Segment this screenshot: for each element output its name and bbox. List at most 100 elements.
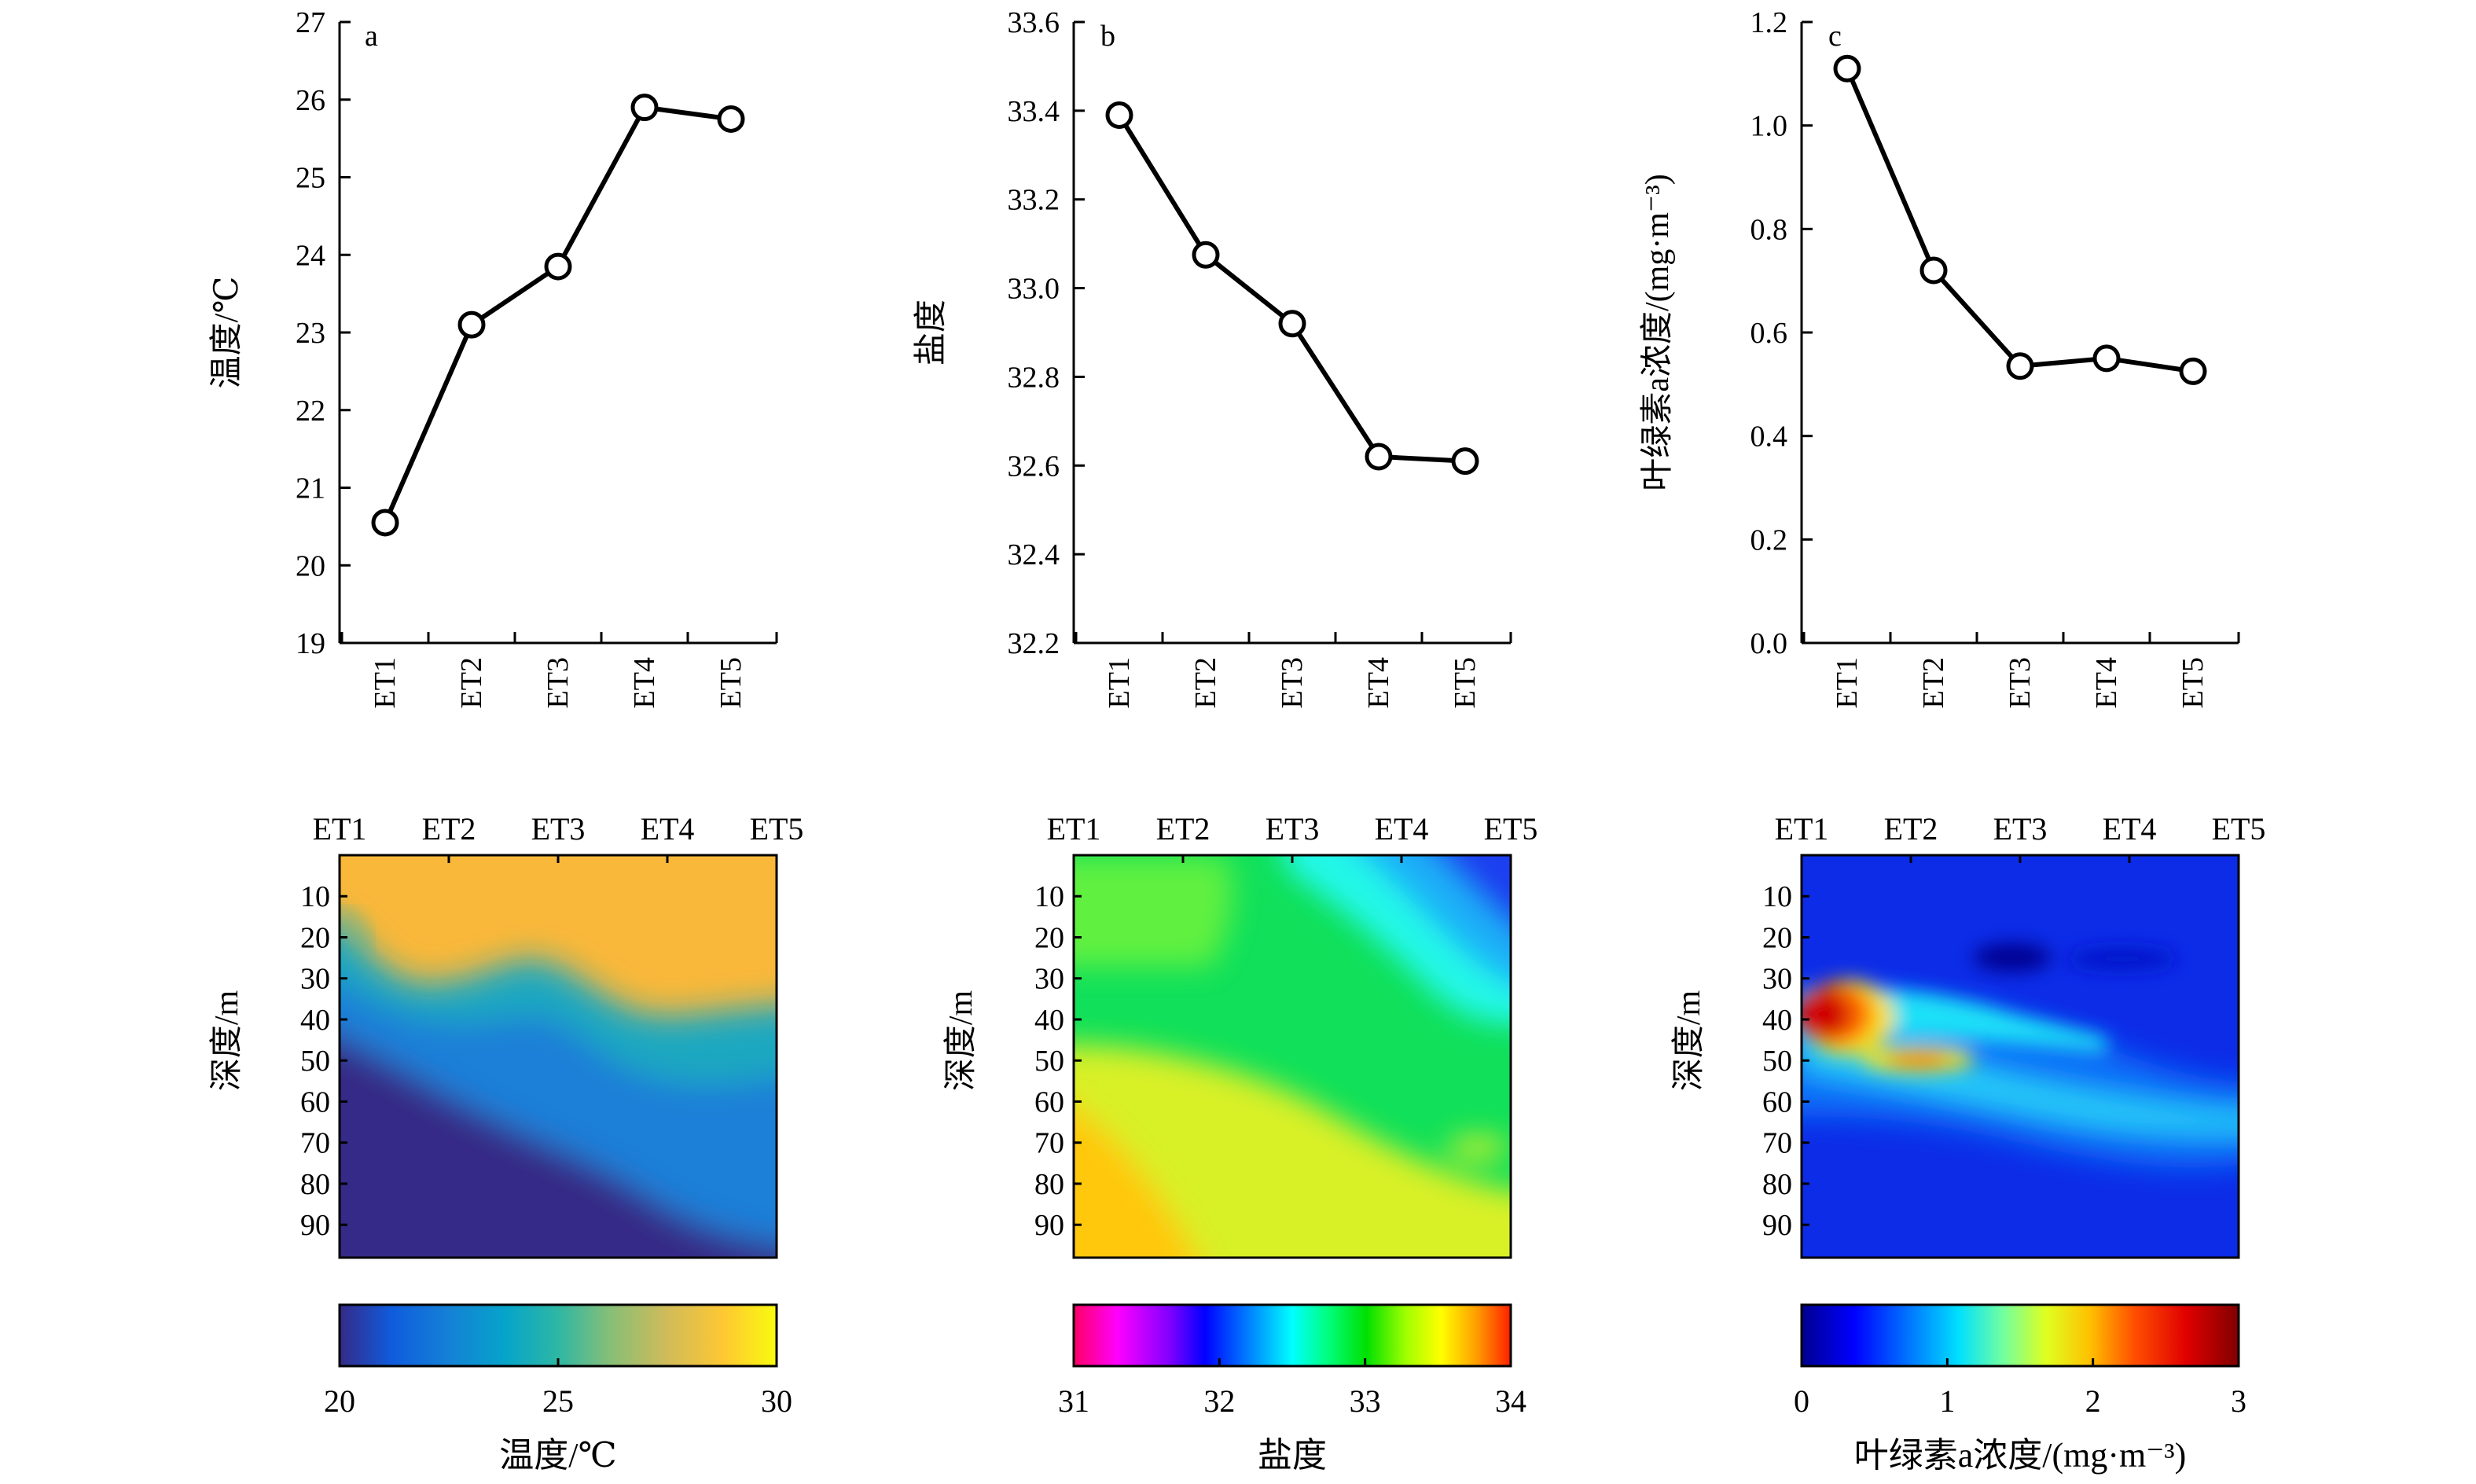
y-tick-label: 0.4 — [1750, 421, 1788, 454]
y-tick-label: 33.2 — [1008, 184, 1060, 217]
colorbar-tick-label: 0 — [1794, 1383, 1809, 1419]
depth-axis-label: 深度/m — [1671, 990, 1707, 1092]
depth-tick-label: 50 — [1034, 1045, 1064, 1078]
depth-tick-label: 10 — [300, 880, 330, 913]
colorbar-labels: 20 25 30 温度/℃ 31 32 33 34 盐度 0 1 2 3 叶绿素a浓度/(mg·m⁻³) — [324, 1358, 2246, 1475]
depth-tick-label: 60 — [300, 1085, 330, 1119]
y-axis-label: 叶绿素a浓度/(mg·m⁻³) — [1640, 174, 1676, 490]
colorbar-tick-label: 20 — [324, 1383, 355, 1419]
y-tick-label: 32.6 — [1008, 450, 1060, 483]
panel-letter-b: b — [1100, 20, 1115, 53]
colorbar-salinity-gradient — [1072, 1303, 1512, 1368]
x-tick-label: ET3 — [2004, 657, 2037, 708]
depth-tick-label: 50 — [300, 1045, 330, 1078]
colorbar-tick-label: 34 — [1495, 1383, 1526, 1419]
data-point — [371, 509, 399, 537]
data-point — [717, 105, 745, 133]
series-line — [383, 105, 732, 524]
colorbar-tick-label: 1 — [1939, 1383, 1955, 1419]
station-label: ET5 — [750, 811, 804, 847]
depth-tick-label: 70 — [300, 1127, 330, 1160]
depth-tick-label: 60 — [1034, 1085, 1064, 1119]
depth-tick-label: 40 — [1762, 1004, 1792, 1037]
x-tick-label: ET1 — [1831, 657, 1864, 708]
y-tick-label: 23 — [296, 317, 325, 350]
colorbar-temperature — [338, 1303, 778, 1368]
colorbar-tick-label: 2 — [2085, 1383, 2101, 1419]
series-line — [1845, 68, 2194, 374]
station-label: ET3 — [531, 811, 586, 847]
station-label: ET4 — [1375, 811, 1429, 847]
data-point — [1919, 256, 1948, 285]
colorbar-title: 叶绿素a浓度/(mg·m⁻³) — [1854, 1436, 2187, 1475]
y-tick-label: 33.0 — [1008, 273, 1060, 306]
data-point — [2006, 352, 2034, 380]
y-tick-label: 22 — [296, 395, 325, 428]
station-label: ET2 — [1156, 811, 1210, 847]
station-label: ET2 — [422, 811, 476, 847]
colorbar-chlorophyll-gradient — [1800, 1303, 2240, 1368]
station-label: ET1 — [1775, 811, 1829, 847]
data-point — [544, 252, 572, 281]
data-point — [1278, 310, 1306, 338]
depth-tick-label: 10 — [1034, 880, 1064, 913]
line-chart-chlorophyll: 0.0 0.2 0.4 0.6 0.8 1.0 1.2 ET1 ET2 ET3 ET4 ET5 叶绿素a… — [1640, 6, 2240, 708]
colorbar-title: 温度/℃ — [499, 1436, 616, 1475]
x-tick-label: ET1 — [1103, 657, 1136, 708]
panel-letter-a: a — [365, 20, 378, 53]
data-point — [1105, 101, 1133, 129]
x-tick-label: ET5 — [1449, 657, 1482, 708]
x-tick-label: ET2 — [1917, 657, 1950, 708]
data-point — [457, 310, 486, 339]
data-point — [1192, 241, 1220, 269]
depth-axis-label: 深度/m — [943, 990, 979, 1092]
station-label: ET1 — [313, 811, 367, 847]
station-label: ET4 — [2103, 811, 2157, 847]
x-tick-label: ET5 — [715, 657, 748, 708]
line-chart-temperature: 19 20 21 22 23 24 25 26 27 ET1 ET2 ET3 ET4 ET5 温度/℃ — [209, 6, 778, 708]
depth-tick-label: 30 — [1762, 963, 1792, 996]
y-tick-label: 20 — [296, 549, 325, 582]
y-tick-label: 0.2 — [1750, 523, 1788, 556]
depth-tick-label: 90 — [300, 1209, 330, 1242]
y-axis-label: 温度/℃ — [209, 277, 245, 389]
colorbar-salinity — [1072, 1303, 1512, 1368]
panel-letter-c: c — [1828, 20, 1842, 53]
line-chart-salinity: 32.2 32.4 32.6 32.8 33.0 33.2 33.4 33.6 ET1 ET2 ET… — [913, 6, 1512, 708]
colorbar-chlorophyll — [1800, 1303, 2240, 1368]
y-tick-label: 24 — [296, 239, 325, 272]
y-tick-label: 33.6 — [1008, 6, 1060, 39]
y-tick-label: 0.6 — [1750, 317, 1788, 350]
heatmap-salinity — [1072, 854, 1512, 1259]
depth-tick-label: 20 — [300, 921, 330, 954]
x-tick-label: ET4 — [628, 657, 661, 708]
data-point — [2092, 344, 2121, 373]
colorbar-tick-label: 3 — [2231, 1383, 2246, 1419]
depth-tick-label: 50 — [1762, 1045, 1792, 1078]
data-point — [1833, 54, 1861, 83]
depth-tick-label: 20 — [1034, 921, 1064, 954]
depth-tick-label: 20 — [1762, 921, 1792, 954]
station-label: ET3 — [1266, 811, 1320, 847]
x-tick-label: ET3 — [542, 657, 575, 708]
depth-tick-label: 30 — [300, 963, 330, 996]
colorbar-tick-label: 32 — [1203, 1383, 1235, 1419]
y-tick-label: 27 — [296, 6, 325, 39]
colorbar-title: 盐度 — [1258, 1436, 1327, 1475]
depth-tick-label: 80 — [1034, 1168, 1064, 1201]
x-tick-label: ET2 — [455, 657, 488, 708]
station-label: ET2 — [1884, 811, 1938, 847]
y-tick-label: 33.4 — [1008, 95, 1060, 128]
depth-tick-label: 10 — [1762, 880, 1792, 913]
depth-tick-label: 80 — [1762, 1168, 1792, 1201]
depth-tick-label: 90 — [1034, 1209, 1064, 1242]
y-tick-label: 25 — [296, 162, 325, 195]
x-tick-label: ET3 — [1276, 657, 1309, 708]
y-tick-label: 32.4 — [1008, 538, 1060, 571]
data-point — [1365, 443, 1393, 471]
depth-tick-label: 40 — [300, 1004, 330, 1037]
depth-axis-label: 深度/m — [209, 990, 245, 1092]
colorbar-temperature-gradient — [338, 1303, 778, 1368]
y-tick-label: 1.0 — [1750, 110, 1788, 143]
